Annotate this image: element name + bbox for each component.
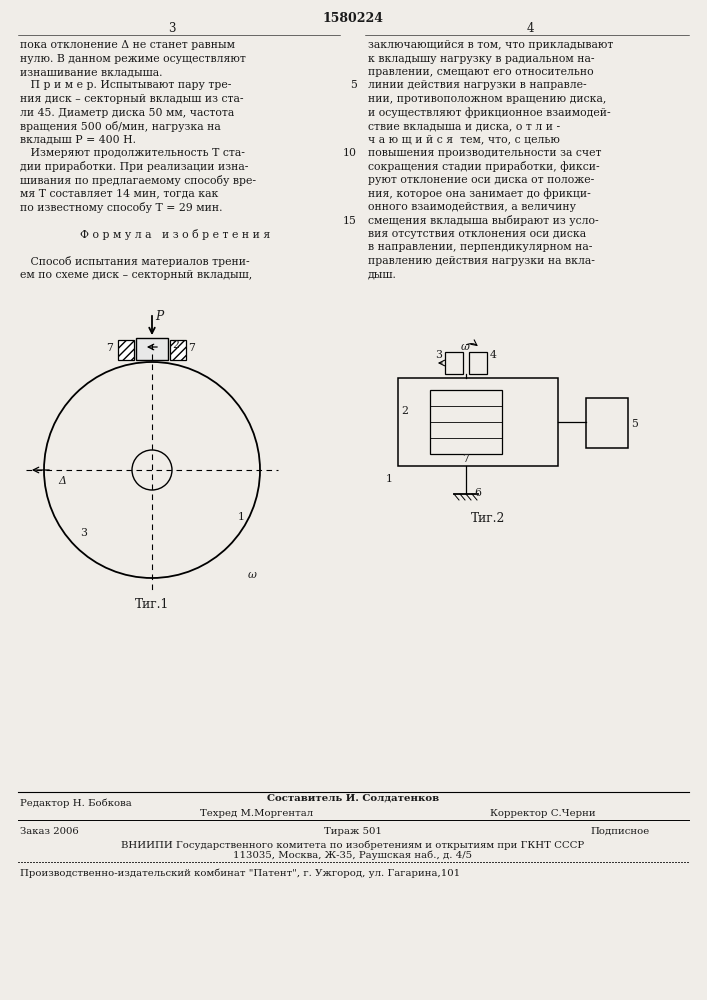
Text: дыш.: дыш. bbox=[368, 269, 397, 279]
Bar bbox=[118, 340, 134, 360]
Text: руют отклонение оси диска от положе-: руют отклонение оси диска от положе- bbox=[368, 175, 595, 185]
Text: мя Т составляет 14 мин, тогда как: мя Т составляет 14 мин, тогда как bbox=[20, 188, 218, 198]
Text: Тираж 501: Тираж 501 bbox=[324, 827, 382, 836]
Text: 15: 15 bbox=[343, 216, 357, 226]
Text: правлению действия нагрузки на вкла-: правлению действия нагрузки на вкла- bbox=[368, 256, 595, 266]
Text: по известному способу Т = 29 мин.: по известному способу Т = 29 мин. bbox=[20, 202, 223, 213]
Text: ли 45. Диаметр диска 50 мм, частота: ли 45. Диаметр диска 50 мм, частота bbox=[20, 107, 234, 117]
Text: Способ испытания материалов трени-: Способ испытания материалов трени- bbox=[20, 256, 250, 267]
Bar bbox=[469, 352, 487, 374]
Text: в направлении, перпендикулярном на-: в направлении, перпендикулярном на- bbox=[368, 242, 592, 252]
Text: 7: 7 bbox=[188, 343, 195, 353]
Text: 5: 5 bbox=[350, 81, 357, 91]
Text: Редактор Н. Бобкова: Редактор Н. Бобкова bbox=[20, 799, 132, 808]
Text: П р и м е р. Испытывают пару тре-: П р и м е р. Испытывают пару тре- bbox=[20, 81, 231, 91]
Bar bbox=[586, 398, 628, 448]
Text: нии, противоположном вращению диска,: нии, противоположном вращению диска, bbox=[368, 94, 607, 104]
Text: сокращения стадии приработки, фикси-: сокращения стадии приработки, фикси- bbox=[368, 161, 600, 172]
Text: правлении, смещают его относительно: правлении, смещают его относительно bbox=[368, 67, 594, 77]
Text: 5: 5 bbox=[631, 419, 638, 429]
Text: нулю. В данном режиме осуществляют: нулю. В данном режиме осуществляют bbox=[20, 53, 246, 64]
Text: Τиг.2: Τиг.2 bbox=[471, 512, 506, 525]
Text: 10: 10 bbox=[343, 148, 357, 158]
Text: P: P bbox=[155, 310, 163, 323]
Text: Τиг.1: Τиг.1 bbox=[135, 598, 169, 611]
Text: Производственно-издательский комбинат "Патент", г. Ужгород, ул. Гагарина,101: Производственно-издательский комбинат "П… bbox=[20, 868, 460, 878]
Text: повышения производительности за счет: повышения производительности за счет bbox=[368, 148, 602, 158]
Bar bbox=[445, 352, 463, 374]
Bar bbox=[170, 340, 186, 360]
Text: шивания по предлагаемому способу вре-: шивания по предлагаемому способу вре- bbox=[20, 175, 256, 186]
Bar bbox=[398, 378, 558, 466]
Text: 7: 7 bbox=[106, 343, 113, 353]
Text: вращения 500 об/мин, нагрузка на: вращения 500 об/мин, нагрузка на bbox=[20, 121, 221, 132]
Text: Техред М.Моргентал: Техред М.Моргентал bbox=[200, 809, 313, 818]
Text: 3: 3 bbox=[80, 528, 87, 538]
Text: Δ: Δ bbox=[58, 476, 66, 486]
Text: 6: 6 bbox=[474, 488, 481, 498]
Text: Ф о р м у л а   и з о б р е т е н и я: Ф о р м у л а и з о б р е т е н и я bbox=[80, 229, 270, 240]
Text: Заказ 2006: Заказ 2006 bbox=[20, 827, 78, 836]
Text: пока отклонение Δ не станет равным: пока отклонение Δ не станет равным bbox=[20, 40, 235, 50]
Text: Подписное: Подписное bbox=[590, 827, 649, 836]
Text: 1: 1 bbox=[386, 474, 393, 484]
Text: вкладыш P = 400 Н.: вкладыш P = 400 Н. bbox=[20, 134, 136, 144]
Text: онного взаимодействия, а величину: онного взаимодействия, а величину bbox=[368, 202, 576, 212]
Text: 4: 4 bbox=[526, 22, 534, 35]
Text: ч а ю щ и й с я  тем, что, с целью: ч а ю щ и й с я тем, что, с целью bbox=[368, 134, 560, 144]
Text: ем по схеме диск – секторный вкладыш,: ем по схеме диск – секторный вкладыш, bbox=[20, 269, 252, 279]
Text: смещения вкладыша выбирают из усло-: смещения вкладыша выбирают из усло- bbox=[368, 216, 599, 227]
Text: 3: 3 bbox=[435, 350, 442, 360]
Text: 113035, Москва, Ж-35, Раушская наб., д. 4/5: 113035, Москва, Ж-35, Раушская наб., д. … bbox=[233, 851, 472, 860]
Text: ния диск – секторный вкладыш из ста-: ния диск – секторный вкладыш из ста- bbox=[20, 94, 243, 104]
Text: 4: 4 bbox=[490, 350, 497, 360]
Text: линии действия нагрузки в направле-: линии действия нагрузки в направле- bbox=[368, 81, 587, 91]
Text: ω: ω bbox=[248, 570, 257, 580]
Text: 7: 7 bbox=[462, 454, 469, 464]
Text: 1580224: 1580224 bbox=[322, 12, 383, 25]
Text: заключающийся в том, что прикладывают: заключающийся в том, что прикладывают bbox=[368, 40, 614, 50]
Text: ствие вкладыша и диска, о т л и -: ствие вкладыша и диска, о т л и - bbox=[368, 121, 560, 131]
Text: 2: 2 bbox=[401, 406, 408, 416]
Text: и осуществляют фрикционное взаимодей-: и осуществляют фрикционное взаимодей- bbox=[368, 107, 611, 118]
Text: Корректор С.Черни: Корректор С.Черни bbox=[490, 809, 595, 818]
Text: дии приработки. При реализации изна-: дии приработки. При реализации изна- bbox=[20, 161, 248, 172]
Text: 2: 2 bbox=[172, 340, 179, 350]
Text: Составитель И. Солдатенков: Составитель И. Солдатенков bbox=[267, 794, 439, 803]
Text: 3: 3 bbox=[168, 22, 176, 35]
Text: Измеряют продолжительность Т ста-: Измеряют продолжительность Т ста- bbox=[20, 148, 245, 158]
Text: изнашивание вкладыша.: изнашивание вкладыша. bbox=[20, 67, 163, 77]
Text: ω: ω bbox=[461, 342, 470, 352]
Bar bbox=[136, 338, 168, 360]
Text: ВНИИПИ Государственного комитета по изобретениям и открытиям при ГКНТ СССР: ВНИИПИ Государственного комитета по изоб… bbox=[122, 840, 585, 850]
Text: к вкладышу нагрузку в радиальном на-: к вкладышу нагрузку в радиальном на- bbox=[368, 53, 595, 64]
Bar bbox=[430, 390, 502, 454]
Text: вия отсутствия отклонения оси диска: вия отсутствия отклонения оси диска bbox=[368, 229, 586, 239]
Text: ния, которое она занимает до фрикци-: ния, которое она занимает до фрикци- bbox=[368, 188, 591, 199]
Text: 1: 1 bbox=[238, 512, 245, 522]
